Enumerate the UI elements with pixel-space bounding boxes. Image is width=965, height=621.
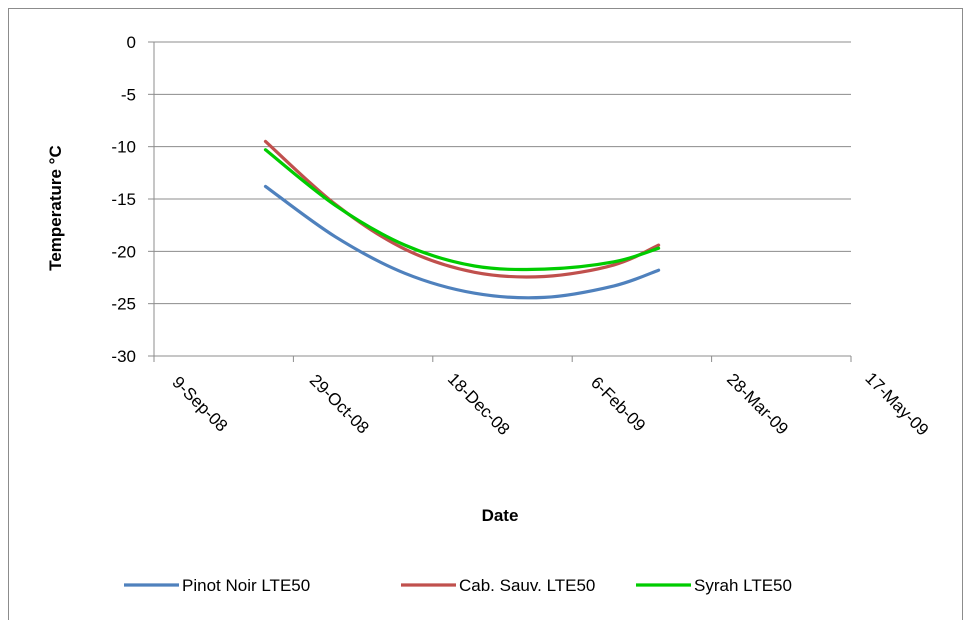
x-tick-label: 29-Oct-08 <box>306 371 373 438</box>
series-line-2 <box>263 139 661 279</box>
legend-label-1: Pinot Noir LTE50 <box>182 576 310 595</box>
x-tick-label: 18-Dec-08 <box>444 369 514 439</box>
legend-label-3: Syrah LTE50 <box>694 576 792 595</box>
y-tick-label: -30 <box>111 347 136 366</box>
legend: Pinot Noir LTE50 Cab. Sauv. LTE50 Syrah LT… <box>124 576 792 595</box>
x-tick-label: 17-May-09 <box>861 369 932 440</box>
x-tick-label: 28-Mar-09 <box>723 370 792 439</box>
y-tick-label: -15 <box>111 190 136 209</box>
chart-frame: 0 -5 -10 -15 -20 -25 -30 9-Sep-08 29-Oct-08 18-De… <box>8 8 963 620</box>
y-tick-label: -10 <box>111 138 136 157</box>
line-chart: 0 -5 -10 -15 -20 -25 -30 9-Sep-08 29-Oct-08 18-De… <box>46 33 932 595</box>
x-tick-label: 9-Sep-08 <box>168 373 231 436</box>
x-tick-label: 6-Feb-09 <box>587 373 649 435</box>
y-tick-label: -5 <box>121 85 136 104</box>
y-tick-label: -20 <box>111 242 136 261</box>
gridlines <box>154 41 851 357</box>
series-line-3 <box>263 148 661 272</box>
axes <box>148 41 852 362</box>
y-tick-label: -25 <box>111 295 136 314</box>
legend-label-2: Cab. Sauv. LTE50 <box>459 576 595 595</box>
series-lines <box>263 139 661 300</box>
y-axis-title: Temperature °C <box>46 145 65 271</box>
series-line-1 <box>263 184 661 300</box>
y-tick-label: 0 <box>127 33 136 52</box>
x-axis-title: Date <box>482 506 519 525</box>
